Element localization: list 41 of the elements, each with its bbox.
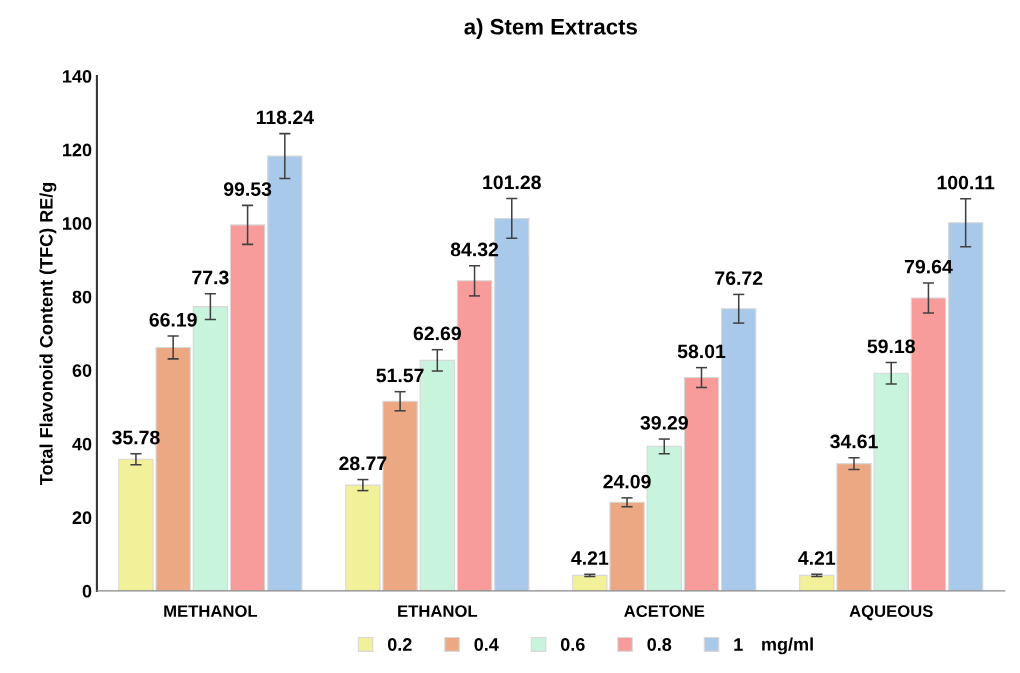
data-label: 118.24: [256, 110, 314, 125]
y-tick-label: 100: [63, 217, 92, 230]
data-label: 39.29: [640, 415, 688, 430]
data-label: 100.11: [937, 175, 995, 190]
data-label: 28.77: [339, 456, 387, 471]
data-label: 59.18: [867, 339, 915, 354]
legend-label: 0.2: [387, 638, 412, 651]
y-tick-label: 20: [72, 511, 92, 525]
y-tick-label: 140: [63, 69, 92, 83]
data-label: 66.19: [149, 312, 197, 327]
data-label: 76.72: [715, 271, 763, 286]
data-label: 84.32: [450, 242, 499, 257]
data-label: 4.21: [798, 551, 836, 565]
x-tick-label: ACETONE: [624, 605, 705, 618]
data-label: 51.57: [376, 368, 424, 383]
legend-label: 0.6: [560, 638, 585, 651]
legend-label: 0.4: [474, 638, 499, 651]
y-tick-label: 0: [82, 584, 92, 598]
legend-title: mg/ml: [762, 637, 813, 655]
data-label: 58.01: [677, 344, 726, 359]
data-label: 34.61: [830, 434, 878, 449]
bar: [229, 224, 266, 591]
data-label: 62.69: [413, 326, 461, 341]
data-label: 99.53: [223, 182, 272, 197]
data-label: 79.64: [904, 259, 953, 274]
y-tick-label: 120: [63, 143, 92, 157]
chart-title: a) Stem Extracts: [464, 18, 637, 39]
data-label: 24.09: [603, 474, 651, 489]
y-axis-title: Total Flavonoid Content (TFC) RE/g: [39, 182, 57, 486]
x-tick-label: ETHANOL: [398, 605, 478, 618]
x-tick-label: METHANOL: [164, 605, 258, 618]
legend-label: 0.8: [647, 638, 672, 651]
legend-label: 1: [734, 638, 743, 651]
data-label: 4.21: [571, 551, 609, 565]
y-tick-label: 40: [72, 437, 92, 451]
y-tick-label: 80: [72, 290, 92, 304]
data-label: 35.78: [112, 430, 160, 445]
data-label: 101.28: [483, 175, 541, 190]
x-tick-label: AQUEOUS: [849, 605, 933, 621]
y-tick-label: 60: [72, 364, 92, 377]
data-label: 77.3: [192, 270, 229, 285]
